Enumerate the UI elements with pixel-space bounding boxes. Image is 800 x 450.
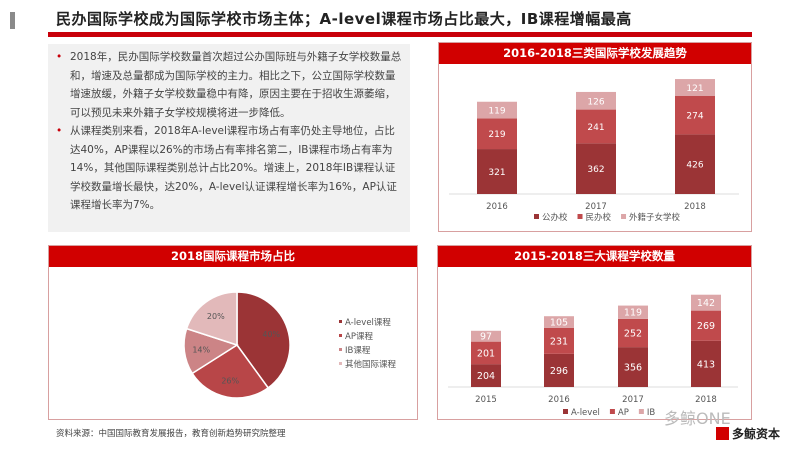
bar-segment [618, 318, 648, 348]
legend-swatch [534, 214, 539, 219]
data-label: 274 [686, 112, 703, 122]
x-tick-label: 2015 [475, 395, 497, 405]
legend-swatch [621, 214, 627, 219]
logo-text: 多鲸资本 [732, 427, 781, 441]
bar-segment [691, 294, 721, 311]
data-label: 201 [477, 348, 495, 359]
pie-slice [236, 291, 291, 389]
title-rule [48, 32, 752, 37]
chart-title: 2016-2018三类国际学校发展趋势 [439, 43, 751, 64]
bar-segment [471, 341, 501, 365]
data-label: 119 [488, 107, 505, 117]
data-label: 119 [624, 308, 642, 319]
bar-segment [691, 340, 721, 387]
data-label: 142 [697, 298, 715, 309]
pie-slice [191, 343, 270, 399]
legend-swatch [339, 334, 342, 337]
data-label: 426 [686, 161, 703, 171]
data-label: 356 [624, 363, 642, 374]
slice-label: 14% [192, 346, 210, 355]
legend-label: 外籍子女学校 [629, 212, 681, 223]
bar-segment [576, 143, 616, 194]
chart-title: 2018国际课程市场占比 [49, 246, 417, 267]
bar-segment [477, 101, 517, 119]
x-tick-label: 2017 [585, 202, 607, 212]
slice-label: 40% [262, 330, 280, 339]
course-schools-panel: 2015-2018三大课程学校数量 204 201 97 2015 296 231 105 2… [437, 245, 752, 420]
bar-segment [675, 134, 715, 194]
data-label: 269 [697, 321, 715, 332]
legend-label: 其他国际课程 [345, 359, 397, 370]
bar-segment [544, 327, 574, 354]
title-marker [10, 12, 15, 29]
data-label: 296 [550, 366, 568, 377]
school-trend-panel: 2016-2018三类国际学校发展趋势 321 219 119 2016 362 241 1… [438, 42, 752, 232]
bullet-1: 2018年，民办国际学校数量首次超过公办国际班与外籍子女学校数量总和，增速及总量… [56, 48, 402, 122]
x-tick-label: 2018 [695, 395, 717, 405]
watermark: 多鲸ONE [664, 409, 731, 428]
data-label: 126 [587, 97, 604, 107]
x-tick-label: 2018 [684, 202, 706, 212]
slice-label: 26% [221, 376, 239, 385]
legend-swatch [609, 409, 615, 414]
data-label: 413 [697, 359, 715, 370]
legend-swatch [339, 348, 342, 351]
course-share-panel: 2018国际课程市场占比 40% 26% 14% 20% A-level课程 AP课程 IB… [48, 245, 418, 420]
summary-box: 2018年，民办国际学校数量首次超过公办国际班与外籍子女学校数量总和，增速及总量… [48, 44, 410, 232]
bullet-2: 从课程类别来看，2018年A-level课程市场占有率仍处主导地位，占比达40%… [56, 122, 402, 215]
bar-segment [471, 364, 501, 387]
legend-label: IB [647, 408, 656, 418]
course-schools-chart: 204 201 97 2015 296 231 105 2016 356 252 119 2017 41… [448, 294, 738, 418]
bar-segment [544, 316, 574, 328]
legend-label: IB课程 [345, 345, 371, 356]
pie-slice [185, 291, 238, 347]
data-label: 362 [587, 165, 604, 175]
slice-label: 20% [207, 312, 225, 321]
chart-title: 2015-2018三大课程学校数量 [438, 246, 751, 267]
legend-label: A-level [571, 408, 600, 418]
legend-swatch [563, 409, 568, 414]
x-tick-label: 2017 [622, 395, 644, 405]
data-label: 231 [550, 336, 568, 347]
logo-icon [716, 427, 729, 440]
logo: 多鲸资本 [716, 425, 780, 442]
bar-segment [471, 330, 501, 342]
bar-segment [675, 96, 715, 135]
bar-segment [691, 310, 721, 341]
legend-swatch [638, 409, 644, 414]
data-label: 321 [488, 168, 505, 178]
data-label: 252 [624, 329, 642, 340]
data-label: 97 [480, 332, 492, 343]
bar-segment [477, 118, 517, 150]
legend-label: AP课程 [345, 331, 373, 342]
legend-swatch [339, 362, 342, 365]
bar-segment [477, 149, 517, 194]
school-trend-chart: 321 219 119 2016 362 241 126 2017 426 274 121 2018 公… [449, 79, 739, 223]
legend-label: A-level课程 [345, 317, 391, 328]
x-tick-label: 2016 [548, 395, 570, 405]
bar-segment [618, 305, 648, 319]
legend-label: 公办校 [542, 212, 568, 223]
bar-segment [618, 347, 648, 387]
bar-segment [576, 109, 616, 144]
data-label: 241 [587, 123, 604, 133]
data-label: 105 [550, 318, 568, 329]
data-label: 219 [488, 130, 505, 140]
legend-swatch [577, 214, 583, 219]
data-label: 121 [686, 84, 703, 94]
bar-segment [675, 79, 715, 96]
legend-swatch [339, 320, 342, 323]
legend-label: 民办校 [586, 212, 612, 223]
source-note: 资料来源：中国国际教育发展报告，教育创新趋势研究院整理 [56, 429, 286, 439]
x-tick-label: 2016 [486, 202, 508, 212]
page-title: 民办国际学校成为国际学校市场主体；A-level课程市场占比最大，IB课程增幅最… [56, 10, 632, 28]
data-label: 204 [477, 371, 495, 382]
bar-segment [576, 91, 616, 110]
legend-label: AP [618, 408, 629, 418]
bar-segment [544, 353, 574, 387]
